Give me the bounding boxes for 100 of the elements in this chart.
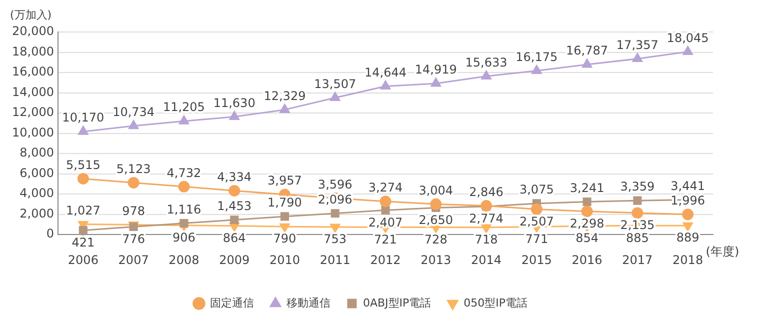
- point: [178, 115, 190, 124]
- point: [330, 92, 340, 102]
- data-label: 11,630: [213, 96, 256, 110]
- data-label: 14,644: [364, 65, 406, 80]
- x-tick-label: 2012: [370, 252, 401, 267]
- legend-label: 固定通信: [210, 296, 254, 310]
- legend-label: 0ABJ型IP電話: [362, 296, 432, 310]
- data-label: 4,334: [217, 170, 252, 184]
- data-label: 854: [576, 231, 598, 246]
- point: [380, 80, 391, 90]
- data-label: 978: [122, 204, 146, 218]
- point: [229, 111, 240, 120]
- legend-label: 移動通信: [286, 296, 330, 310]
- data-label: 17,357: [616, 38, 658, 52]
- data-label: 11,205: [162, 100, 205, 114]
- y-tick-label: 20,000: [12, 24, 54, 38]
- data-label: 1,116: [166, 202, 202, 216]
- data-label: 4,732: [166, 166, 202, 180]
- point: [532, 65, 542, 74]
- data-label: 2,507: [519, 214, 554, 228]
- x-tick-label: 2008: [168, 252, 200, 267]
- point: [128, 176, 140, 188]
- point: [330, 209, 340, 218]
- data-label: 3,274: [368, 180, 403, 195]
- data-label: 16,787: [566, 44, 608, 58]
- x-tick-label: 2014: [470, 252, 502, 267]
- data-label: 864: [222, 230, 246, 245]
- data-label: 421: [72, 235, 95, 250]
- data-label: 14,919: [414, 62, 457, 77]
- point: [128, 120, 139, 130]
- y-tick-label: 16,000: [12, 64, 54, 79]
- point: [78, 226, 88, 235]
- data-label: 13,507: [314, 76, 356, 91]
- y-tick-label: 18,000: [12, 44, 54, 58]
- y-tick-label: 14,000: [12, 84, 54, 99]
- data-label: 1,027: [66, 203, 100, 218]
- x-axis-title: (年度): [706, 244, 740, 259]
- data-label: 3,359: [620, 180, 655, 194]
- data-label: 10,170: [62, 110, 104, 125]
- point: [228, 184, 240, 196]
- y-tick-label: 8,000: [20, 146, 54, 160]
- point: [280, 223, 290, 232]
- data-label: 885: [626, 230, 649, 245]
- x-tick-label: 2011: [320, 252, 350, 267]
- y-tick-label: 10,000: [12, 125, 54, 140]
- point: [682, 208, 694, 220]
- x-tick-label: 2013: [420, 252, 452, 267]
- y-axis-title: (万加入): [10, 8, 52, 22]
- point: [632, 207, 644, 219]
- y-tick-label: 2,000: [20, 206, 54, 220]
- data-label: 10,734: [112, 104, 155, 119]
- x-tick-label: 2018: [672, 252, 704, 267]
- point: [380, 196, 392, 208]
- point: [632, 53, 642, 62]
- data-label: 906: [172, 230, 196, 245]
- point: [280, 104, 290, 113]
- point: [481, 224, 492, 234]
- point: [77, 172, 89, 184]
- point: [230, 216, 239, 224]
- x-tick-label: 2007: [118, 252, 149, 267]
- data-label: 1,453: [217, 199, 252, 214]
- point: [582, 197, 592, 206]
- data-label: 776: [122, 232, 146, 246]
- point: [582, 58, 592, 68]
- data-label: 3,441: [670, 178, 705, 193]
- point: [430, 198, 442, 210]
- y-tick-label: 6,000: [20, 166, 54, 180]
- x-tick-label: 2015: [521, 252, 552, 267]
- x-tick-label: 2017: [622, 252, 653, 267]
- data-label: 2,774: [469, 212, 504, 226]
- data-label: 889: [676, 230, 700, 245]
- data-label: 5,515: [66, 158, 100, 172]
- data-label: 2,407: [368, 215, 403, 230]
- point: [581, 206, 593, 218]
- data-label: 16,175: [516, 50, 558, 64]
- data-label: 728: [424, 232, 448, 246]
- data-label: 15,633: [465, 55, 508, 70]
- data-label: 5,123: [116, 162, 151, 176]
- point: [330, 224, 340, 233]
- data-label: 2,846: [469, 184, 504, 199]
- data-label: 3,241: [570, 180, 604, 195]
- y-tick-label: 0: [46, 226, 54, 241]
- x-tick-label: 2010: [269, 252, 300, 267]
- point: [178, 180, 190, 192]
- data-label: 3,075: [519, 182, 554, 197]
- x-tick-label: 2006: [68, 252, 98, 267]
- y-tick-label: 4,000: [20, 186, 54, 200]
- data-label: 718: [474, 232, 498, 246]
- data-label: 771: [525, 232, 548, 246]
- point: [682, 46, 693, 56]
- point: [530, 203, 542, 215]
- data-label: 2,650: [418, 212, 454, 227]
- y-tick-label: 12,000: [12, 105, 54, 120]
- point: [633, 196, 642, 205]
- point: [682, 222, 693, 232]
- point: [280, 212, 290, 221]
- data-label: 3,957: [268, 174, 302, 188]
- point: [481, 70, 492, 80]
- data-label: 18,045: [666, 30, 709, 45]
- x-tick-label: 2009: [219, 252, 250, 267]
